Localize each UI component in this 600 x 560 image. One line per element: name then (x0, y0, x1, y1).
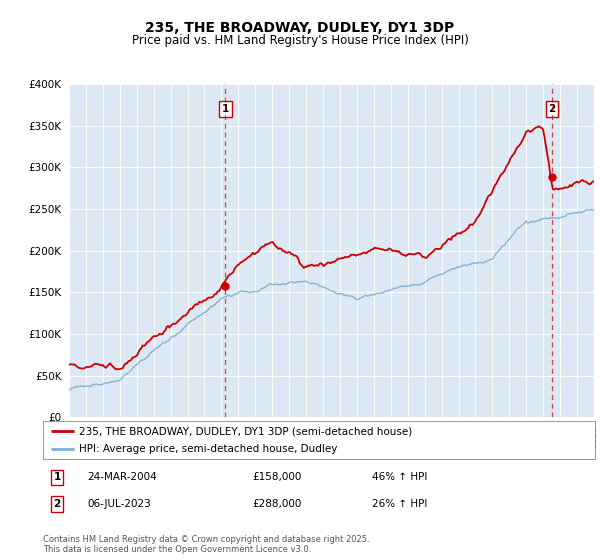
Text: £158,000: £158,000 (252, 472, 301, 482)
Text: 06-JUL-2023: 06-JUL-2023 (87, 499, 151, 509)
Text: 235, THE BROADWAY, DUDLEY, DY1 3DP (semi-detached house): 235, THE BROADWAY, DUDLEY, DY1 3DP (semi… (79, 426, 412, 436)
Text: 2: 2 (53, 499, 61, 509)
Text: 46% ↑ HPI: 46% ↑ HPI (372, 472, 427, 482)
Text: Price paid vs. HM Land Registry's House Price Index (HPI): Price paid vs. HM Land Registry's House … (131, 34, 469, 46)
Text: 1: 1 (53, 472, 61, 482)
Text: 26% ↑ HPI: 26% ↑ HPI (372, 499, 427, 509)
Text: 24-MAR-2004: 24-MAR-2004 (87, 472, 157, 482)
Text: 235, THE BROADWAY, DUDLEY, DY1 3DP: 235, THE BROADWAY, DUDLEY, DY1 3DP (145, 21, 455, 35)
Text: Contains HM Land Registry data © Crown copyright and database right 2025.
This d: Contains HM Land Registry data © Crown c… (43, 535, 370, 554)
Text: 1: 1 (221, 104, 229, 114)
Text: 2: 2 (548, 104, 556, 114)
Text: £288,000: £288,000 (252, 499, 301, 509)
Text: HPI: Average price, semi-detached house, Dudley: HPI: Average price, semi-detached house,… (79, 444, 337, 454)
